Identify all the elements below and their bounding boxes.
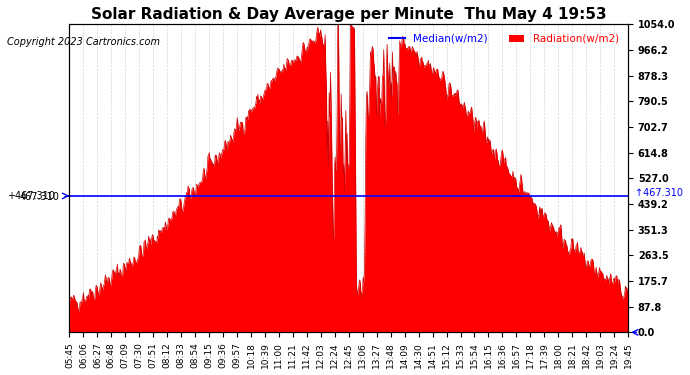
Text: ↑467.310: ↑467.310	[635, 188, 683, 198]
Legend: Median(w/m2), Radiation(w/m2): Median(w/m2), Radiation(w/m2)	[385, 30, 623, 48]
Text: +467.310: +467.310	[7, 191, 55, 201]
Text: Copyright 2023 Cartronics.com: Copyright 2023 Cartronics.com	[7, 37, 160, 47]
Title: Solar Radiation & Day Average per Minute  Thu May 4 19:53: Solar Radiation & Day Average per Minute…	[91, 7, 607, 22]
